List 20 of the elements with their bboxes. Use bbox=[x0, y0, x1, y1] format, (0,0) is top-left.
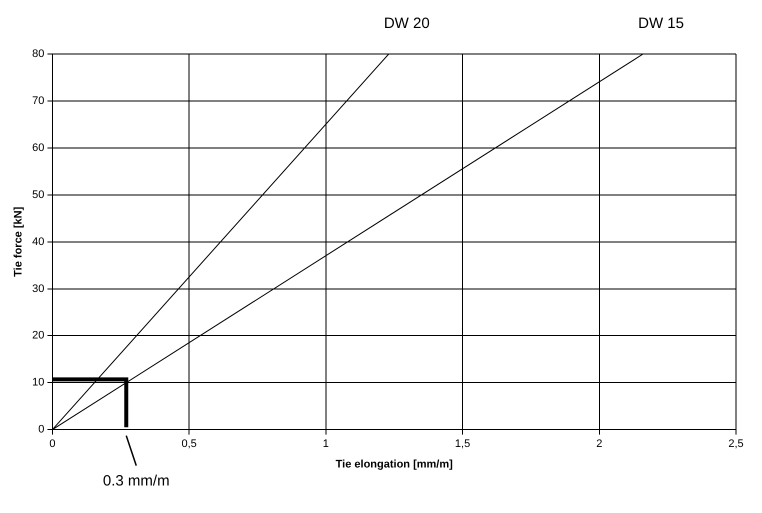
x-tick-label: 2 bbox=[596, 438, 602, 450]
annotation: 0.3 mm/m bbox=[102, 472, 170, 490]
series-label: DW 15 bbox=[638, 15, 684, 32]
y-tick-label: 20 bbox=[32, 330, 44, 342]
x-tick-label: 0,5 bbox=[182, 438, 197, 450]
x-tick-label: 0 bbox=[49, 438, 56, 450]
x-tick-label: 1 bbox=[322, 438, 329, 450]
y-tick-label: 70 bbox=[32, 94, 44, 107]
y-tick-label: 40 bbox=[32, 236, 44, 248]
y-tick-label: 80 bbox=[32, 48, 44, 60]
y-tick-label: 60 bbox=[32, 142, 44, 154]
y-axis-title: Tie force [kN] bbox=[12, 206, 25, 277]
x-tick-label: 1,5 bbox=[454, 438, 470, 450]
x-axis-title: Tie elongation [mm/m] bbox=[336, 458, 454, 470]
series-label: DW 20 bbox=[384, 15, 430, 32]
y-tick-label: 50 bbox=[32, 188, 44, 201]
x-tick-label: 2,5 bbox=[728, 438, 744, 450]
y-tick-label: 30 bbox=[32, 282, 44, 295]
y-tick-label: 10 bbox=[32, 376, 44, 389]
y-tick-label: 0 bbox=[38, 424, 44, 436]
